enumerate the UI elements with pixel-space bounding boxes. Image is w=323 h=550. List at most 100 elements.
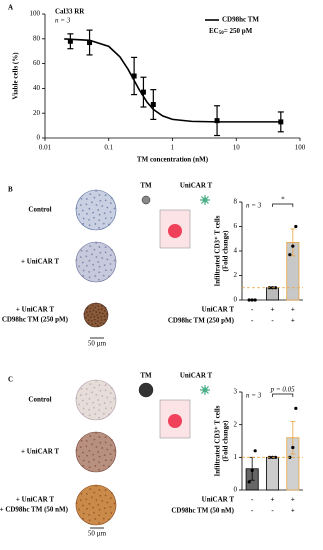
tissue-speck <box>94 223 97 225</box>
tissue-speck <box>98 508 101 511</box>
fit-line <box>64 38 281 123</box>
tissue-speck <box>95 189 98 192</box>
tissue-speck <box>82 217 85 220</box>
tissue-speck <box>96 314 99 316</box>
tissue-speck <box>75 502 78 505</box>
tissue-speck <box>88 502 91 505</box>
tissue-speck <box>91 323 94 326</box>
tissue-speck <box>98 436 101 438</box>
tissue-speck <box>95 499 98 501</box>
tm-icon <box>138 382 154 398</box>
tissue-speck <box>109 254 112 257</box>
data-point <box>253 449 257 453</box>
diagram-label: TM <box>140 372 152 380</box>
tissue-speck <box>103 310 106 312</box>
tissue-speck <box>97 316 100 319</box>
tissue-speck <box>88 224 91 227</box>
tissue-speck <box>104 441 107 444</box>
tissue-speck <box>93 491 96 494</box>
y-tick-label: 0 <box>234 296 238 304</box>
tissue-speck <box>75 397 78 400</box>
tissue-speck <box>101 500 104 502</box>
tissue-speck <box>104 512 107 515</box>
tissue-speck <box>79 394 82 397</box>
tissue-speck <box>88 276 91 279</box>
data-point <box>247 298 251 302</box>
tissue-speck <box>101 257 104 259</box>
condition-sign: - <box>251 306 254 314</box>
tissue-speck <box>81 504 84 507</box>
y-tick-label: 60 <box>33 59 41 67</box>
y-tick-label: 6 <box>234 222 238 230</box>
tissue-speck <box>102 322 105 325</box>
tissue-speck <box>88 397 91 400</box>
tissue-speck <box>75 207 78 210</box>
tissue-speck <box>79 204 82 207</box>
data-point <box>250 298 254 302</box>
tissue-speck <box>82 412 85 415</box>
annotation: EC50= 250 pM <box>209 27 253 37</box>
tissue-speck <box>85 445 88 448</box>
tissue-speck <box>85 393 88 396</box>
tissue-speck <box>75 259 78 262</box>
tissue-speck <box>98 461 101 464</box>
condition-label: UniCAR T <box>202 306 235 314</box>
tissue-speck <box>88 270 90 273</box>
tissue-speck <box>78 508 81 511</box>
tissue-speck <box>109 506 112 508</box>
tissue-speck <box>86 507 88 510</box>
tissue-speck <box>92 211 95 214</box>
condition-sign: + <box>271 306 275 314</box>
subtitle: n = 3 <box>246 392 262 400</box>
tissue-speck <box>109 453 112 455</box>
tissue-speck <box>109 497 112 500</box>
tissue-speck <box>93 386 96 389</box>
data-point <box>87 40 93 46</box>
tissue-speck <box>98 384 101 386</box>
tissue-speck <box>92 401 95 404</box>
legend-label: CD98hc TM <box>222 16 259 24</box>
tissue-speck <box>81 261 84 264</box>
tissue-speck <box>104 389 107 392</box>
tissue-speck <box>104 246 107 248</box>
tissue-speck <box>98 213 101 216</box>
tissue-speck <box>89 193 92 196</box>
panel-letter: B <box>8 186 13 194</box>
condition-sign: + <box>291 306 295 314</box>
tissue-speck <box>110 439 113 441</box>
y-tick-label: 3 <box>234 388 238 396</box>
condition-label: CD98hc TM (50 nM) <box>171 507 234 515</box>
tissue-speck <box>75 449 78 452</box>
tissue-speck <box>108 518 110 521</box>
tissue-speck <box>89 435 92 438</box>
row-label: Control <box>28 396 51 404</box>
tissue-speck <box>86 454 88 457</box>
scale-bar-label: 50 µm <box>88 530 107 538</box>
tissue-speck <box>99 199 102 202</box>
condition-sign: - <box>251 496 254 504</box>
tissue-speck <box>104 407 107 410</box>
tissue-speck <box>93 511 95 514</box>
chart-title: Cal33 RR <box>55 8 85 16</box>
tissue-speck <box>113 502 116 505</box>
tissue-speck <box>88 449 91 452</box>
y-tick-label: 20 <box>33 109 41 117</box>
tissue-speck <box>99 494 102 497</box>
tissue-speck <box>88 513 90 516</box>
tissue-speck <box>98 246 101 248</box>
tissue-speck <box>103 315 106 318</box>
condition-sign: - <box>271 317 274 325</box>
annotation-sub: 50 <box>219 31 225 36</box>
tissue-speck <box>80 387 83 390</box>
panel-letter: A <box>8 4 13 12</box>
tissue-speck <box>95 241 98 244</box>
data-point <box>253 298 257 302</box>
tissue-speck <box>82 512 85 515</box>
y-tick-label: 80 <box>33 34 41 42</box>
tissue-speck <box>98 514 101 517</box>
condition-sign: - <box>251 507 254 515</box>
x-tick-label: 0.1 <box>104 144 113 152</box>
tissue-speck <box>84 316 87 319</box>
tissue-speck <box>98 219 101 222</box>
tissue-speck <box>95 256 98 258</box>
